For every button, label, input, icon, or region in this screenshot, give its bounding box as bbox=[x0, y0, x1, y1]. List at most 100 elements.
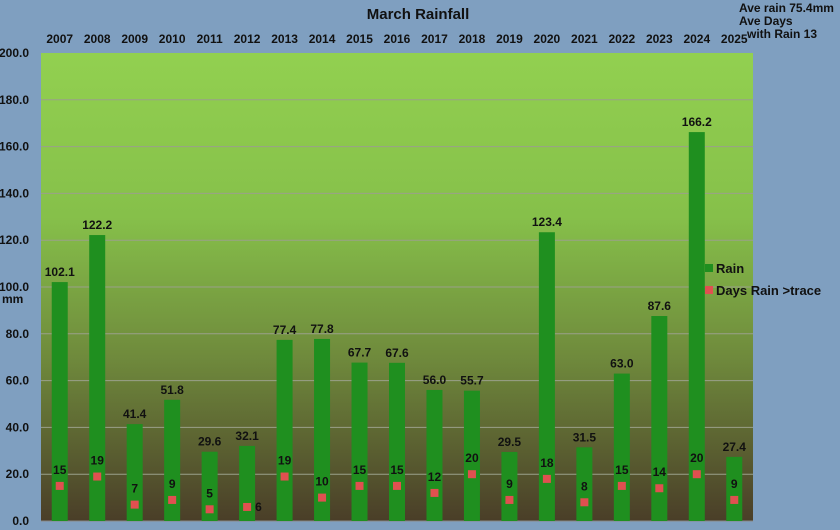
rain-bar bbox=[351, 362, 368, 521]
x-tick-label: 2010 bbox=[159, 32, 186, 46]
rain-bar bbox=[726, 456, 743, 521]
rain-data-label: 102.1 bbox=[45, 265, 75, 279]
x-tick-label: 2017 bbox=[421, 32, 448, 46]
days-data-label: 19 bbox=[278, 454, 292, 468]
days-marker bbox=[318, 493, 327, 502]
y-tick-label: 0.0 bbox=[12, 514, 29, 528]
legend-days-swatch bbox=[705, 286, 713, 294]
rain-data-label: 56.0 bbox=[423, 373, 447, 387]
y-tick-label: 120.0 bbox=[0, 233, 29, 247]
days-data-label: 7 bbox=[131, 482, 138, 496]
rain-data-label: 87.6 bbox=[648, 299, 672, 313]
y-tick-label: 80.0 bbox=[6, 327, 30, 341]
rain-bar bbox=[51, 282, 68, 521]
days-marker bbox=[617, 481, 626, 490]
days-marker bbox=[655, 484, 664, 493]
x-tick-label: 2024 bbox=[683, 32, 710, 46]
rain-data-label: 122.2 bbox=[82, 218, 112, 232]
rain-bar bbox=[239, 445, 256, 521]
days-marker bbox=[243, 502, 252, 511]
rain-data-label: 27.4 bbox=[723, 440, 747, 454]
days-marker bbox=[55, 481, 64, 490]
chart-title: March Rainfall bbox=[367, 6, 470, 23]
days-data-label: 15 bbox=[53, 463, 67, 477]
y-tick-label: 200.0 bbox=[0, 46, 29, 60]
days-data-label: 20 bbox=[690, 451, 704, 465]
x-tick-label: 2025 bbox=[721, 32, 748, 46]
rain-bar bbox=[164, 399, 181, 521]
x-tick-label: 2011 bbox=[197, 32, 223, 46]
rain-data-label: 166.2 bbox=[682, 115, 712, 129]
rain-bar bbox=[314, 338, 331, 521]
y-tick-label: 160.0 bbox=[0, 140, 29, 154]
days-data-label: 9 bbox=[731, 477, 738, 491]
x-tick-label: 2013 bbox=[271, 32, 298, 46]
x-tick-label: 2023 bbox=[646, 32, 673, 46]
legend-days-label: Days Rain >trace bbox=[716, 283, 821, 298]
annotation-with-rain: with Rain 13 bbox=[747, 27, 818, 41]
days-data-label: 15 bbox=[390, 463, 404, 477]
annotation-ave-rain: Ave rain 75.4mm bbox=[739, 1, 834, 15]
legend-rain-swatch bbox=[705, 264, 713, 272]
rain-bar bbox=[463, 390, 480, 521]
rain-bar bbox=[613, 373, 630, 521]
y-tick-label: 140.0 bbox=[0, 186, 29, 200]
y-tick-label: 40.0 bbox=[6, 420, 30, 434]
days-data-label: 9 bbox=[169, 477, 176, 491]
legend-rain-label: Rain bbox=[716, 261, 744, 276]
rain-data-label: 77.8 bbox=[310, 322, 334, 336]
days-marker bbox=[280, 472, 289, 481]
days-marker bbox=[93, 472, 102, 481]
days-data-label: 15 bbox=[353, 463, 367, 477]
days-marker bbox=[168, 495, 177, 504]
rain-data-label: 55.7 bbox=[460, 374, 484, 388]
days-data-label: 10 bbox=[315, 475, 329, 489]
x-tick-label: 2018 bbox=[459, 32, 486, 46]
annotation-ave-days: Ave Days bbox=[739, 14, 793, 28]
days-marker bbox=[430, 488, 439, 497]
x-tick-label: 2009 bbox=[121, 32, 148, 46]
y-tick-label: 100.0 bbox=[0, 280, 29, 294]
rain-bar bbox=[688, 132, 705, 522]
y-tick-label: 180.0 bbox=[0, 93, 29, 107]
days-data-label: 6 bbox=[255, 500, 262, 514]
rain-bar bbox=[201, 451, 218, 521]
days-data-label: 15 bbox=[615, 463, 629, 477]
x-tick-label: 2021 bbox=[571, 32, 598, 46]
days-data-label: 18 bbox=[540, 456, 554, 470]
days-data-label: 9 bbox=[506, 477, 513, 491]
days-marker bbox=[393, 481, 401, 490]
days-marker bbox=[130, 500, 139, 509]
x-tick-label: 2012 bbox=[234, 32, 261, 46]
days-marker bbox=[505, 495, 514, 504]
rain-data-label: 29.5 bbox=[498, 435, 522, 449]
days-data-label: 14 bbox=[653, 465, 667, 479]
days-data-label: 5 bbox=[206, 486, 213, 500]
rain-data-label: 67.6 bbox=[385, 346, 409, 360]
rain-bar bbox=[126, 424, 143, 521]
rain-bar bbox=[89, 235, 106, 521]
days-data-label: 12 bbox=[428, 470, 442, 484]
legend: Rain Days Rain >trace bbox=[705, 261, 821, 298]
rain-bar bbox=[538, 232, 555, 521]
x-tick-label: 2014 bbox=[309, 32, 336, 46]
days-marker bbox=[580, 498, 589, 507]
days-data-label: 19 bbox=[91, 454, 105, 468]
rain-data-label: 32.1 bbox=[235, 429, 259, 443]
x-tick-label: 2015 bbox=[346, 32, 373, 46]
x-tick-label: 2016 bbox=[384, 32, 411, 46]
days-data-label: 8 bbox=[581, 479, 588, 493]
rain-bar bbox=[651, 316, 668, 521]
y-tick-label: 60.0 bbox=[6, 374, 30, 388]
days-marker bbox=[542, 474, 551, 483]
rain-data-label: 123.4 bbox=[532, 215, 562, 229]
rain-bar bbox=[426, 389, 443, 521]
x-tick-label: 2019 bbox=[496, 32, 523, 46]
rain-data-label: 29.6 bbox=[198, 435, 222, 449]
days-marker bbox=[692, 470, 701, 479]
days-marker bbox=[467, 470, 476, 479]
days-marker bbox=[205, 505, 214, 514]
rain-data-label: 41.4 bbox=[123, 407, 147, 421]
rain-data-label: 67.7 bbox=[348, 346, 372, 360]
